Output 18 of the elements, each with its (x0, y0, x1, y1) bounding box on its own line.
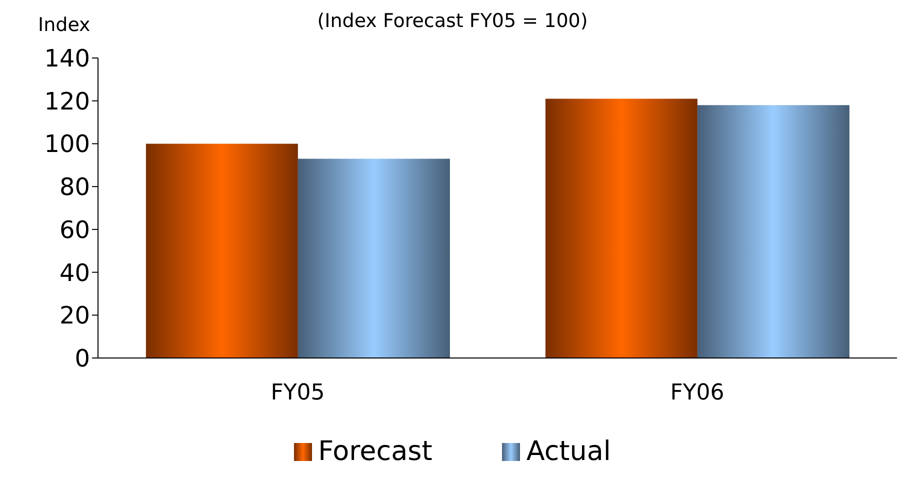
chart-title: (Index Forecast FY05 = 100) (317, 10, 588, 32)
y-tick-label: 60 (59, 216, 90, 244)
bar (697, 105, 850, 358)
y-tick-label: 140 (44, 44, 90, 73)
legend-label: Forecast (318, 436, 432, 467)
x-tick-label: FY06 (670, 380, 724, 406)
bar (545, 98, 698, 358)
bar (298, 158, 450, 358)
y-tick-label: 0 (74, 344, 90, 373)
y-axis-title: Index (38, 14, 90, 36)
x-tick-label: FY05 (270, 380, 325, 406)
legend-label: Actual (526, 436, 611, 467)
bar (146, 144, 298, 358)
y-tick-label: 100 (44, 130, 90, 158)
y-tick-label: 40 (59, 258, 90, 287)
y-tick-label: 80 (59, 173, 90, 202)
y-tick-label: 20 (59, 302, 90, 330)
y-tick-label: 120 (44, 87, 90, 116)
